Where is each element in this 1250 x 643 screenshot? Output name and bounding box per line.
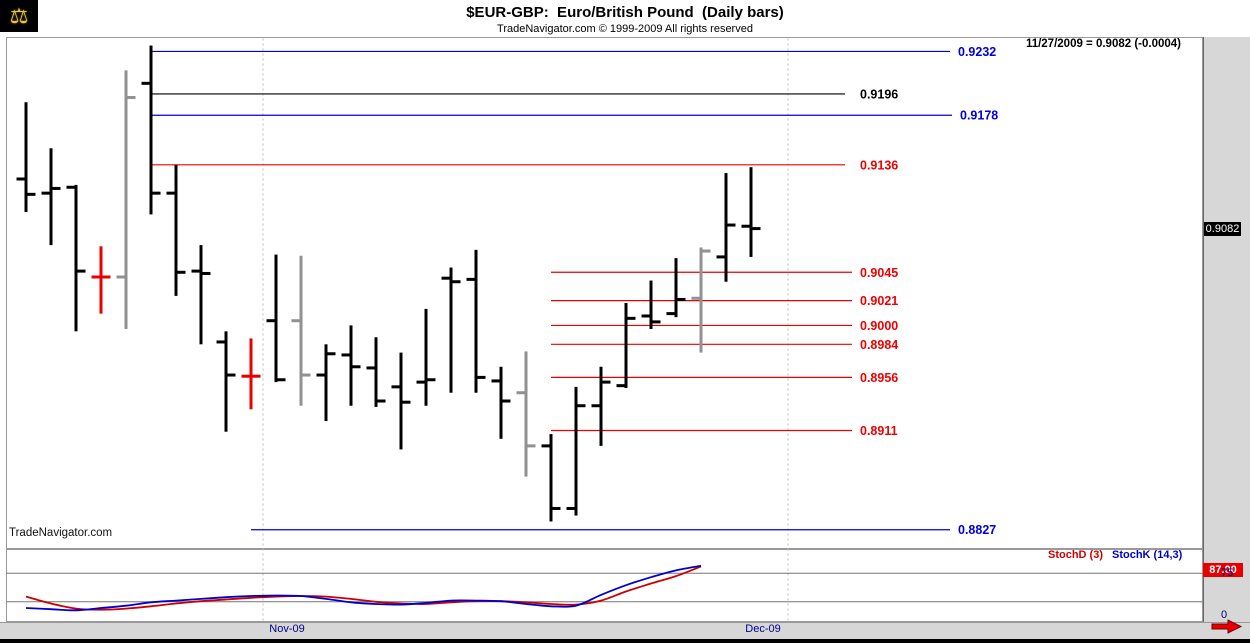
ohlc-bar — [341, 325, 361, 406]
stoch-panel — [6, 564, 1209, 617]
ohlc-bar — [466, 249, 486, 393]
ohlc-bar — [41, 148, 61, 246]
stochd-curve — [25, 565, 702, 611]
stochd-legend-label[interactable]: StochD (3) — [1048, 549, 1103, 561]
ohlc-bar — [516, 351, 536, 477]
ohlc-bar — [666, 258, 686, 318]
month-gridlines — [262, 38, 789, 622]
ohlc-bar — [416, 308, 436, 406]
copyright-subtitle: TradeNavigator.com © 1999-2009 All right… — [497, 23, 753, 35]
price-level-label: 0.9136 — [860, 158, 898, 172]
ohlc-bar — [716, 173, 736, 282]
price-level-label: 0.8827 — [958, 523, 996, 537]
xaxis-label-nov: Nov-09 — [269, 623, 305, 635]
ohlc-bar — [391, 352, 411, 450]
stoch-value-badge: 87.00 — [1203, 563, 1243, 577]
panel-frames — [6, 37, 1203, 622]
price-level-label: 0.9000 — [860, 319, 898, 333]
ohlc-bar — [441, 267, 461, 393]
ohlc-bar — [591, 366, 611, 446]
ohlc-bar — [266, 254, 286, 383]
ohlc-bar — [566, 386, 586, 516]
stochk-curve — [25, 564, 702, 612]
price-level-label: 0.8911 — [860, 424, 898, 438]
price-level-label: 0.9045 — [860, 266, 898, 280]
ohlc-bar — [316, 344, 336, 422]
tradenavigator-logo[interactable]: ⚖ — [0, 0, 38, 32]
price-level-label: 0.8956 — [860, 371, 898, 385]
price-axis-pane — [1203, 37, 1250, 622]
stochk-legend-label[interactable]: StochK (14,3) — [1112, 549, 1183, 561]
ohlc-bar — [741, 167, 761, 257]
ohlc-bar — [216, 331, 236, 432]
ohlc-bar — [366, 337, 386, 407]
ohlc-bars — [16, 45, 761, 522]
price-level-label: 0.9178 — [960, 109, 998, 123]
price-level-label: 0.9021 — [860, 294, 898, 308]
stoch-axis-label-0: 0 — [1221, 609, 1228, 621]
ohlc-bar — [616, 302, 636, 389]
xaxis-label-dec: Dec-09 — [745, 623, 781, 635]
stoch-axis-label-75: 75 — [1221, 567, 1234, 579]
ohlc-bar — [91, 246, 111, 314]
ohlc-bar — [16, 102, 36, 213]
chart-title: $EUR-GBP: Euro/British Pound (Daily bars… — [466, 4, 784, 21]
ohlc-bar — [491, 366, 511, 439]
scroll-right-arrow[interactable] — [1211, 618, 1243, 635]
ohlc-bar — [66, 184, 86, 332]
ohlc-bar — [541, 434, 561, 522]
ohlc-bar — [141, 45, 161, 215]
ohlc-bar — [291, 255, 311, 406]
ohlc-bar — [116, 70, 136, 329]
ohlc-bar — [166, 164, 186, 296]
watermark-text: TradeNavigator.com — [9, 527, 113, 539]
price-level-label: 0.8984 — [860, 338, 898, 352]
sextant-logo-icon: ⚖ — [9, 4, 29, 28]
price-level-label: 0.9196 — [860, 87, 898, 101]
ohlc-bar — [191, 245, 211, 345]
ohlc-bar — [641, 280, 661, 329]
price-level-label: 0.9232 — [958, 45, 996, 59]
ohlc-bar — [241, 338, 261, 410]
window-bottom-edge — [0, 639, 1250, 643]
last-price-badge: 0.9082 — [1204, 222, 1241, 236]
date-axis-strip — [0, 622, 1250, 640]
ohlc-bar — [691, 247, 711, 353]
last-quote-readout: 11/27/2009 = 0.9082 (-0.0004) — [1025, 38, 1181, 50]
